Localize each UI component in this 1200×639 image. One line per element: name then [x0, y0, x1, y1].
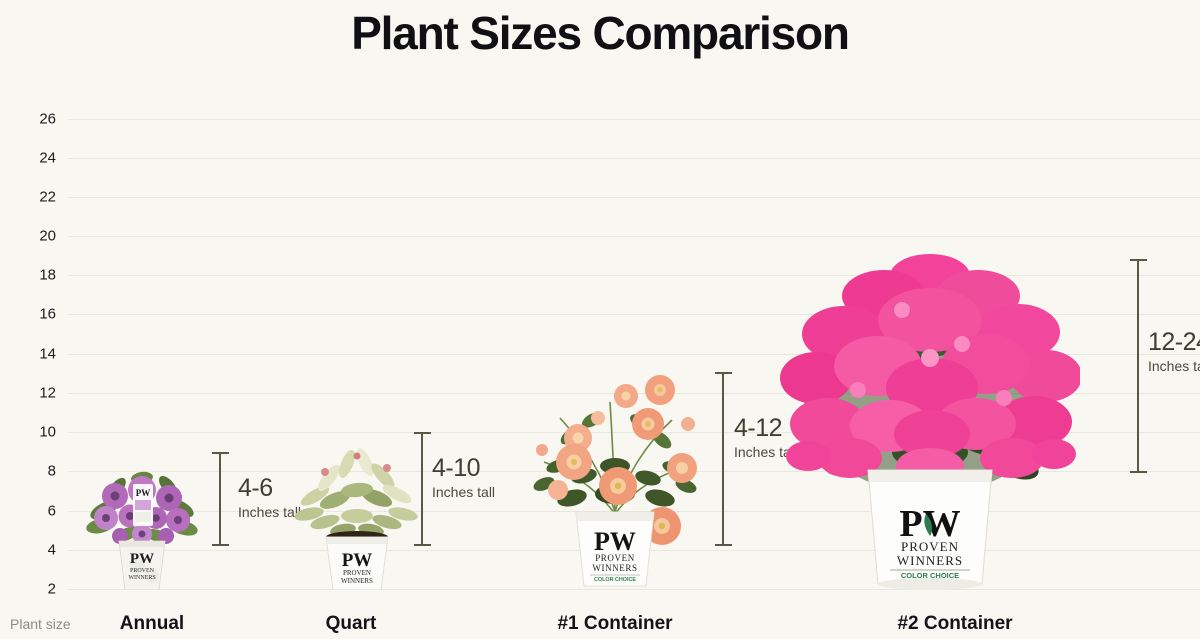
gridline-26	[68, 119, 1200, 120]
variegated-shrub-illustration: PW PROVEN WINNERS	[295, 448, 418, 590]
y-tick-14: 14	[39, 345, 56, 363]
measure-cap-bottom	[413, 544, 431, 546]
measure-range-quart: 4-10	[432, 453, 481, 482]
measure-label-annual: 4-6 Inches tall	[238, 475, 301, 521]
pot-logo-winners: WINNERS	[128, 575, 155, 581]
purple-petunia-illustration: PW PW PROVEN WINNERS	[86, 471, 198, 590]
y-tick-10: 10	[39, 423, 56, 441]
measure-stem	[1137, 259, 1139, 473]
pot-logo-pw: PW	[130, 551, 154, 567]
measure-range-container-2: 12-24	[1148, 327, 1200, 356]
y-tick-16: 16	[39, 305, 56, 323]
y-tick-6: 6	[47, 502, 56, 520]
weigela-blooms	[780, 254, 1080, 484]
y-tick-26: 26	[39, 110, 56, 128]
pot-logo-winners: WINNERS	[341, 577, 373, 585]
y-tick-18: 18	[39, 266, 56, 284]
pot-logo-winners: WINNERS	[592, 563, 637, 573]
variegated-foliage	[295, 448, 418, 537]
peach-rose-illustration: PW PROVEN WINNERS COLOR CHOICE	[533, 375, 697, 587]
plant-tag: PW	[133, 484, 153, 526]
measure-label-container-1: 4-12 Inches tall	[734, 415, 797, 461]
pot-logo-color-choice: COLOR CHOICE	[594, 577, 636, 583]
gridline-14	[68, 354, 1200, 355]
y-tick-22: 22	[39, 188, 56, 206]
rose-blooms	[536, 375, 697, 545]
pot-logo-proven: PROVEN	[901, 539, 959, 554]
measure-range-annual: 4-6	[238, 473, 273, 502]
measure-range-container-1: 4-12	[734, 413, 783, 442]
y-axis-label: Plant size	[10, 616, 71, 632]
measure-stem	[219, 452, 221, 546]
pot-logo-proven: PROVEN	[595, 553, 635, 563]
category-label-container-2: #2 Container	[897, 613, 1013, 634]
pot-logo-color-choice: COLOR CHOICE	[901, 571, 959, 580]
measure-bar-container-1	[714, 372, 732, 546]
plant-image-container-1: PW PROVEN WINNERS COLOR CHOICE	[522, 362, 708, 590]
pot-logo-proven: PROVEN	[343, 569, 371, 577]
pot-container-1: PW PROVEN WINNERS COLOR CHOICE	[575, 511, 655, 587]
pot-logo-pw: PW	[342, 550, 373, 571]
y-tick-24: 24	[39, 149, 56, 167]
page-title: Plant Sizes Comparison	[351, 7, 850, 59]
measure-stem	[421, 432, 423, 546]
y-tick-4: 4	[47, 541, 56, 559]
measure-unit-container-1: Inches tall	[734, 444, 798, 461]
measure-unit-container-2: Inches tall	[1148, 358, 1200, 375]
pot-container-2: PW PROVEN WINNERS COLOR CHOICE	[867, 469, 993, 590]
plant-image-quart: PW PROVEN WINNERS	[295, 438, 419, 590]
measure-bar-quart	[413, 432, 431, 546]
gridline-16	[68, 314, 1200, 315]
y-tick-8: 8	[47, 462, 56, 480]
measure-bar-container-2	[1129, 259, 1147, 473]
pot-annual: PW PROVEN WINNERS	[118, 540, 166, 590]
measure-cap-bottom	[211, 544, 229, 546]
measure-unit-annual: Inches tall	[238, 504, 302, 521]
gridline-20	[68, 236, 1200, 237]
category-label-annual: Annual	[119, 613, 185, 634]
measure-stem	[722, 372, 724, 546]
plant-image-annual: PW PW PROVEN WINNERS	[82, 448, 202, 590]
measure-label-quart: 4-10 Inches tall	[432, 455, 495, 501]
gridline-8	[68, 471, 1200, 472]
plant-image-container-2: PW PROVEN WINNERS COLOR CHOICE	[780, 248, 1080, 590]
gridline-2	[68, 589, 1200, 590]
pot-logo-pw: PW	[594, 527, 636, 556]
y-tick-20: 20	[39, 227, 56, 245]
y-tick-12: 12	[39, 384, 56, 402]
svg-text:PW: PW	[136, 488, 151, 498]
measure-label-container-2: 12-24 Inches tall	[1148, 329, 1200, 375]
gridline-24	[68, 158, 1200, 159]
category-label-quart: Quart	[325, 613, 377, 634]
pot-logo-proven: PROVEN	[130, 568, 155, 574]
pot-quart: PW PROVEN WINNERS	[325, 531, 389, 590]
pink-weigela-illustration: PW PROVEN WINNERS COLOR CHOICE	[780, 254, 1080, 590]
pot-logo-winners: WINNERS	[897, 553, 963, 568]
gridline-22	[68, 197, 1200, 198]
category-label-container-1: #1 Container	[557, 613, 673, 634]
gridline-18	[68, 275, 1200, 276]
measure-cap-bottom	[1129, 471, 1147, 473]
measure-bar-annual	[211, 452, 229, 546]
y-tick-2: 2	[47, 580, 56, 598]
measure-cap-bottom	[714, 544, 732, 546]
measure-unit-quart: Inches tall	[432, 484, 496, 501]
gridline-10	[68, 432, 1200, 433]
